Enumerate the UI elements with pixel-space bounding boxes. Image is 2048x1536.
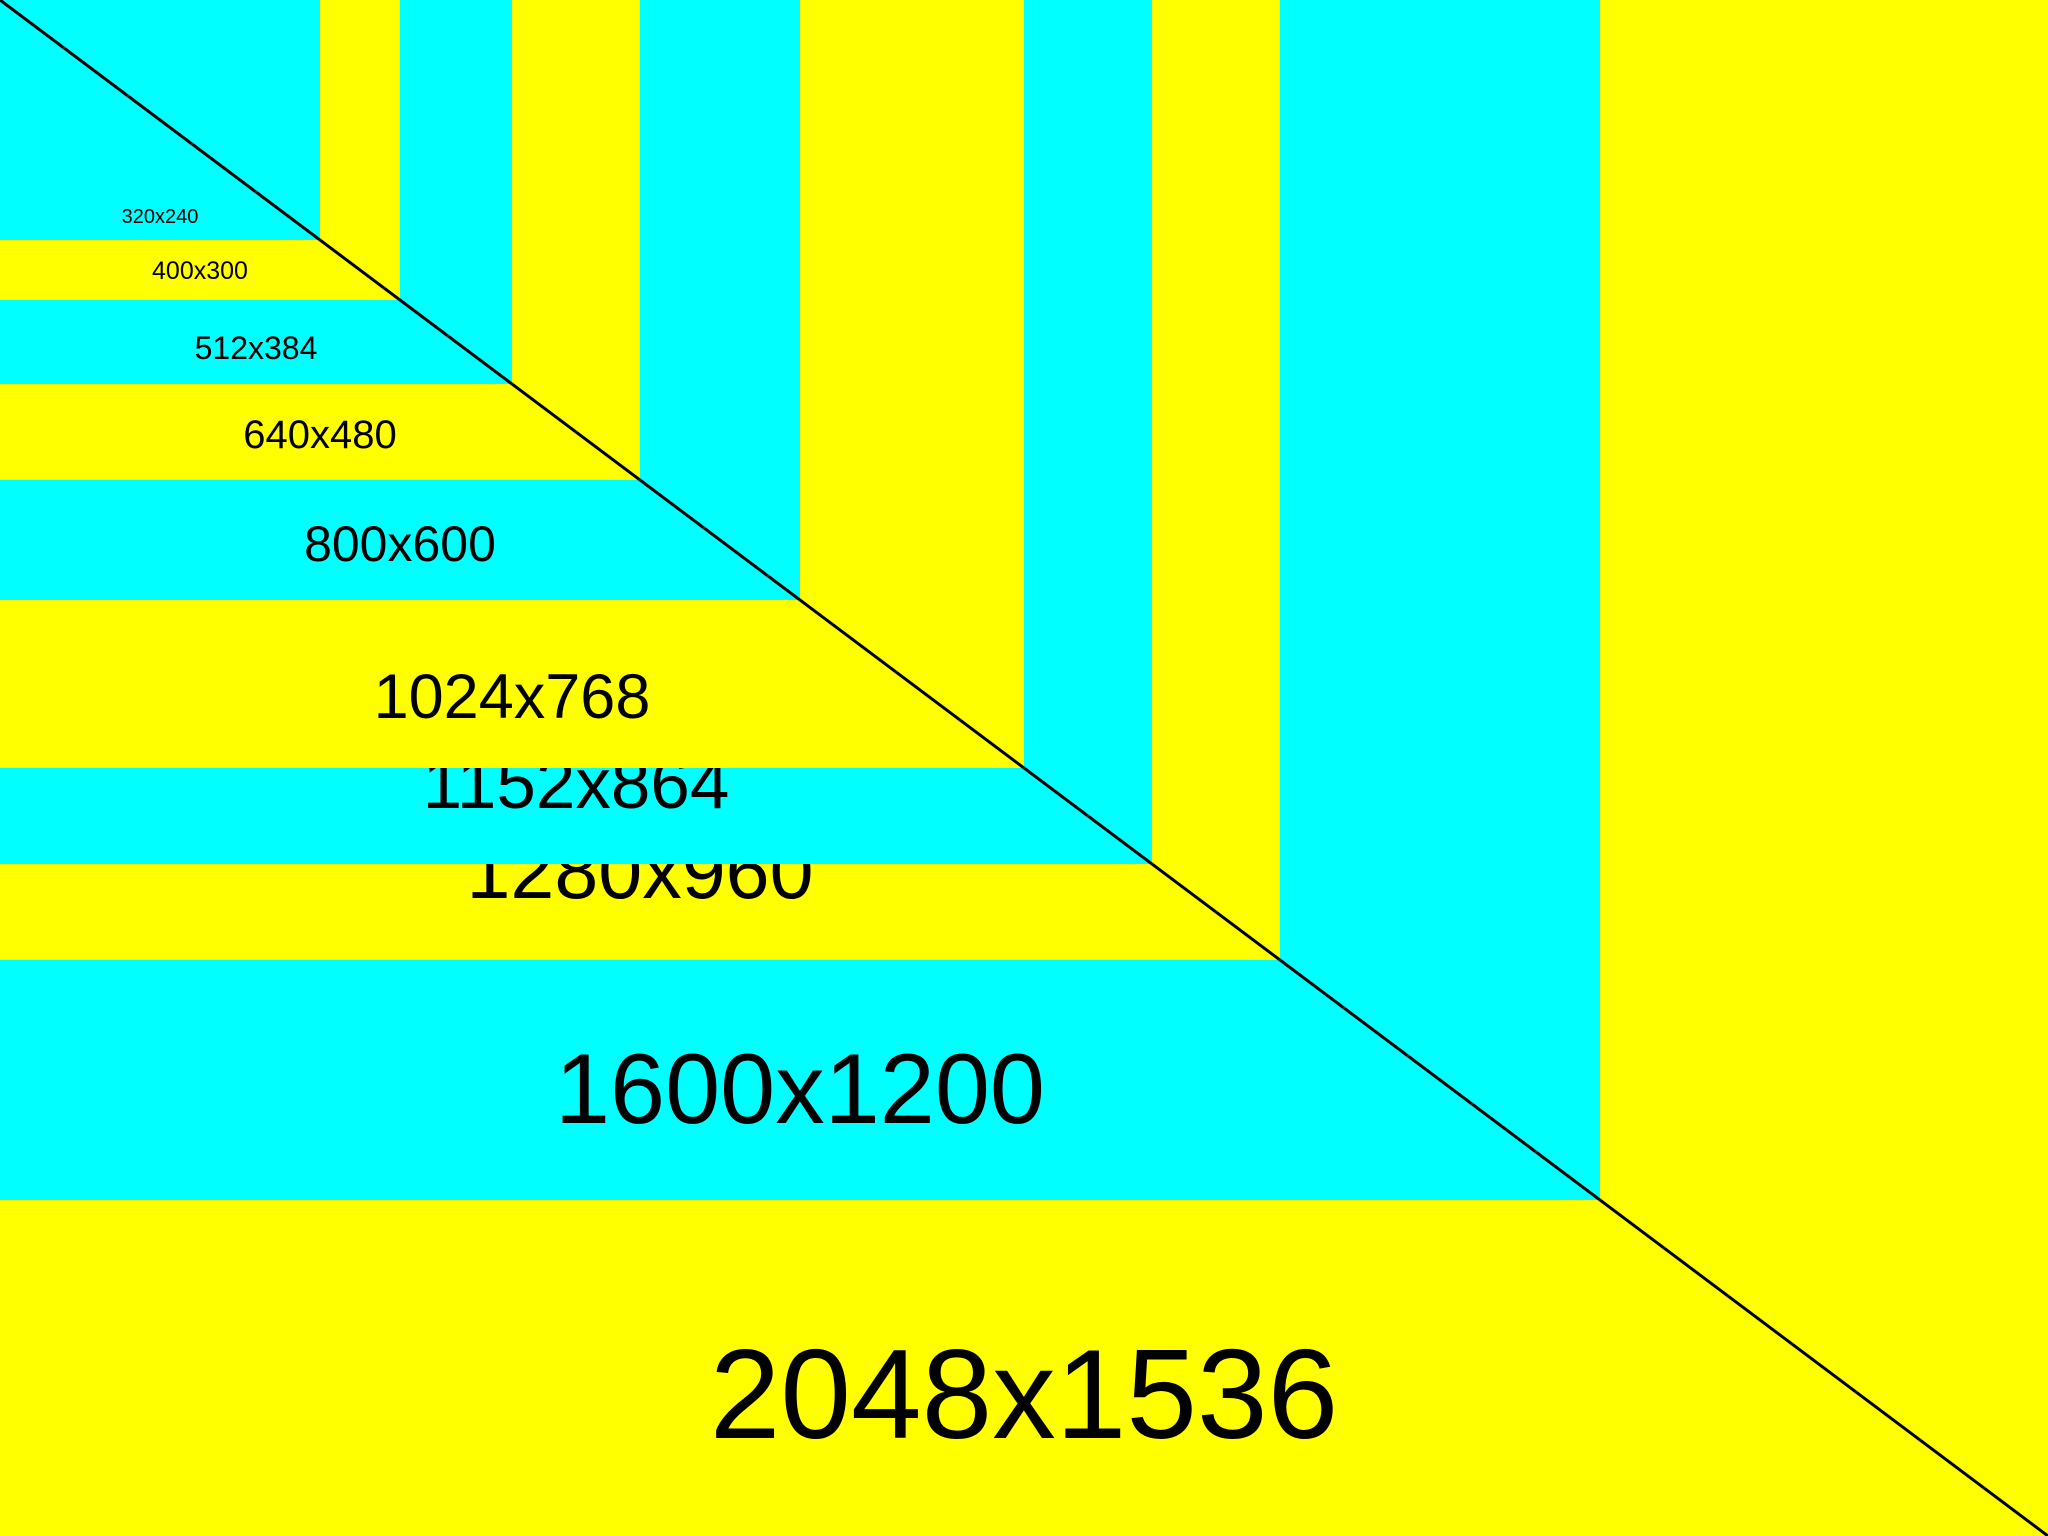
resolution-rect-320x240: 320x240 [0, 0, 320, 240]
resolution-label-400x300: 400x300 [152, 257, 248, 286]
resolution-label-2048x1536: 2048x1536 [710, 1321, 1339, 1467]
resolution-label-800x600: 800x600 [304, 515, 496, 573]
resolution-label-1024x768: 1024x768 [374, 661, 651, 733]
resolution-label-320x240: 320x240 [122, 206, 199, 229]
resolution-label-640x480: 640x480 [243, 413, 396, 458]
resolution-diagram: 2048x15361600x12001280x9601152x8641024x7… [0, 0, 2048, 1536]
resolution-label-1600x1200: 1600x1200 [555, 1032, 1045, 1146]
resolution-label-512x384: 512x384 [195, 330, 318, 367]
